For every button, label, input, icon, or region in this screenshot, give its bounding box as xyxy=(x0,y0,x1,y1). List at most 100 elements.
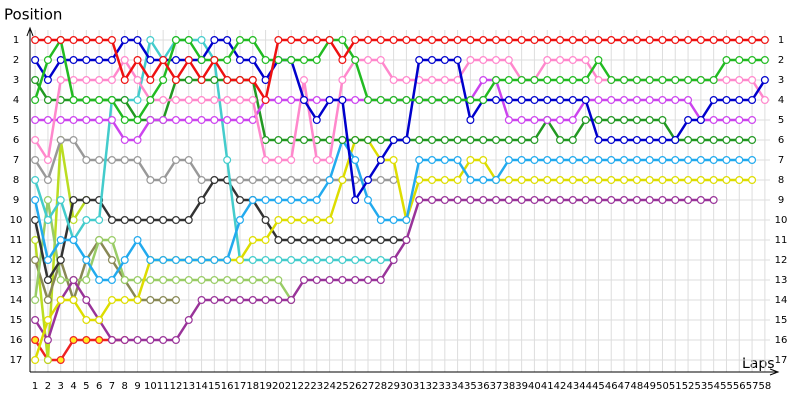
lap-marker xyxy=(31,196,40,205)
lap-marker xyxy=(56,276,65,285)
lap-marker xyxy=(31,115,40,124)
x-axis-label: Laps xyxy=(742,356,775,372)
lap-marker xyxy=(543,55,552,64)
lap-marker xyxy=(453,75,462,84)
lap-marker xyxy=(376,55,385,64)
lap-marker xyxy=(107,236,116,245)
lap-marker xyxy=(389,156,398,165)
lap-marker xyxy=(107,256,116,265)
lap-marker xyxy=(133,35,142,44)
lap-marker xyxy=(31,176,40,185)
lap-marker xyxy=(402,136,411,145)
lap-marker xyxy=(248,276,257,285)
lap-marker xyxy=(556,55,565,64)
lap-marker xyxy=(223,156,232,165)
lap-marker xyxy=(748,156,757,165)
lap-marker xyxy=(658,95,667,104)
x-tick-label: 20 xyxy=(272,381,285,392)
x-tick-label: 44 xyxy=(579,381,592,392)
lap-marker xyxy=(299,236,308,245)
lap-marker xyxy=(223,75,232,84)
lap-marker xyxy=(735,156,744,165)
lap-marker xyxy=(120,336,129,345)
lap-marker xyxy=(453,136,462,145)
lap-marker xyxy=(581,75,590,84)
lap-marker xyxy=(235,115,244,124)
lap-marker xyxy=(632,95,641,104)
lap-marker xyxy=(351,55,360,64)
lap-marker xyxy=(556,156,565,165)
lap-marker xyxy=(197,196,206,205)
lap-marker xyxy=(402,75,411,84)
lap-marker xyxy=(376,236,385,245)
lap-marker xyxy=(492,35,501,44)
lap-marker xyxy=(210,95,219,104)
lap-marker xyxy=(389,35,398,44)
lap-marker xyxy=(171,216,180,225)
lap-marker xyxy=(735,95,744,104)
lap-marker xyxy=(415,176,424,185)
lap-marker xyxy=(466,95,475,104)
lap-marker xyxy=(530,35,539,44)
lap-marker xyxy=(504,115,513,124)
lap-marker xyxy=(274,196,283,205)
lap-marker xyxy=(31,156,40,165)
lap-marker xyxy=(530,95,539,104)
lap-marker xyxy=(69,336,78,345)
lap-marker xyxy=(607,95,616,104)
x-tick-label: 27 xyxy=(362,381,375,392)
lap-marker xyxy=(338,95,347,104)
lap-marker xyxy=(299,216,308,225)
lap-marker xyxy=(82,316,91,325)
lap-marker xyxy=(645,136,654,145)
x-tick-label: 48 xyxy=(630,381,643,392)
lap-marker xyxy=(56,35,65,44)
lap-marker xyxy=(31,256,40,265)
lap-marker xyxy=(120,276,129,285)
lap-marker xyxy=(440,55,449,64)
lap-marker xyxy=(43,156,52,165)
lap-marker xyxy=(248,296,257,305)
x-tick-label: 39 xyxy=(515,381,528,392)
lap-marker xyxy=(479,196,488,205)
lap-marker xyxy=(363,55,372,64)
lap-marker xyxy=(159,276,168,285)
lap-marker xyxy=(235,276,244,285)
lap-marker xyxy=(261,236,270,245)
lap-marker xyxy=(581,196,590,205)
lap-marker xyxy=(223,55,232,64)
lap-marker xyxy=(69,75,78,84)
lap-marker xyxy=(82,276,91,285)
lap-marker xyxy=(415,196,424,205)
lap-marker xyxy=(735,176,744,185)
lap-marker xyxy=(428,55,437,64)
x-tick-label: 3 xyxy=(58,381,64,392)
lap-marker xyxy=(312,176,321,185)
lap-marker xyxy=(274,216,283,225)
lap-marker xyxy=(658,115,667,124)
lap-marker xyxy=(684,95,693,104)
lap-marker xyxy=(338,136,347,145)
lap-marker xyxy=(632,136,641,145)
lap-marker xyxy=(709,115,718,124)
lap-marker xyxy=(31,336,40,345)
lap-marker xyxy=(658,196,667,205)
lap-marker xyxy=(95,216,104,225)
lap-marker xyxy=(517,75,526,84)
lap-marker xyxy=(351,136,360,145)
series-line xyxy=(35,38,765,102)
lap-marker xyxy=(735,75,744,84)
lap-marker xyxy=(210,176,219,185)
lap-marker xyxy=(235,75,244,84)
lap-marker xyxy=(133,236,142,245)
lap-marker xyxy=(184,316,193,325)
y-tick-label: 16 xyxy=(10,335,23,346)
lap-marker xyxy=(684,115,693,124)
lap-marker xyxy=(581,35,590,44)
lap-marker xyxy=(197,176,206,185)
lap-marker xyxy=(287,55,296,64)
lap-marker xyxy=(492,55,501,64)
lap-marker xyxy=(82,296,91,305)
series-line xyxy=(34,38,766,202)
